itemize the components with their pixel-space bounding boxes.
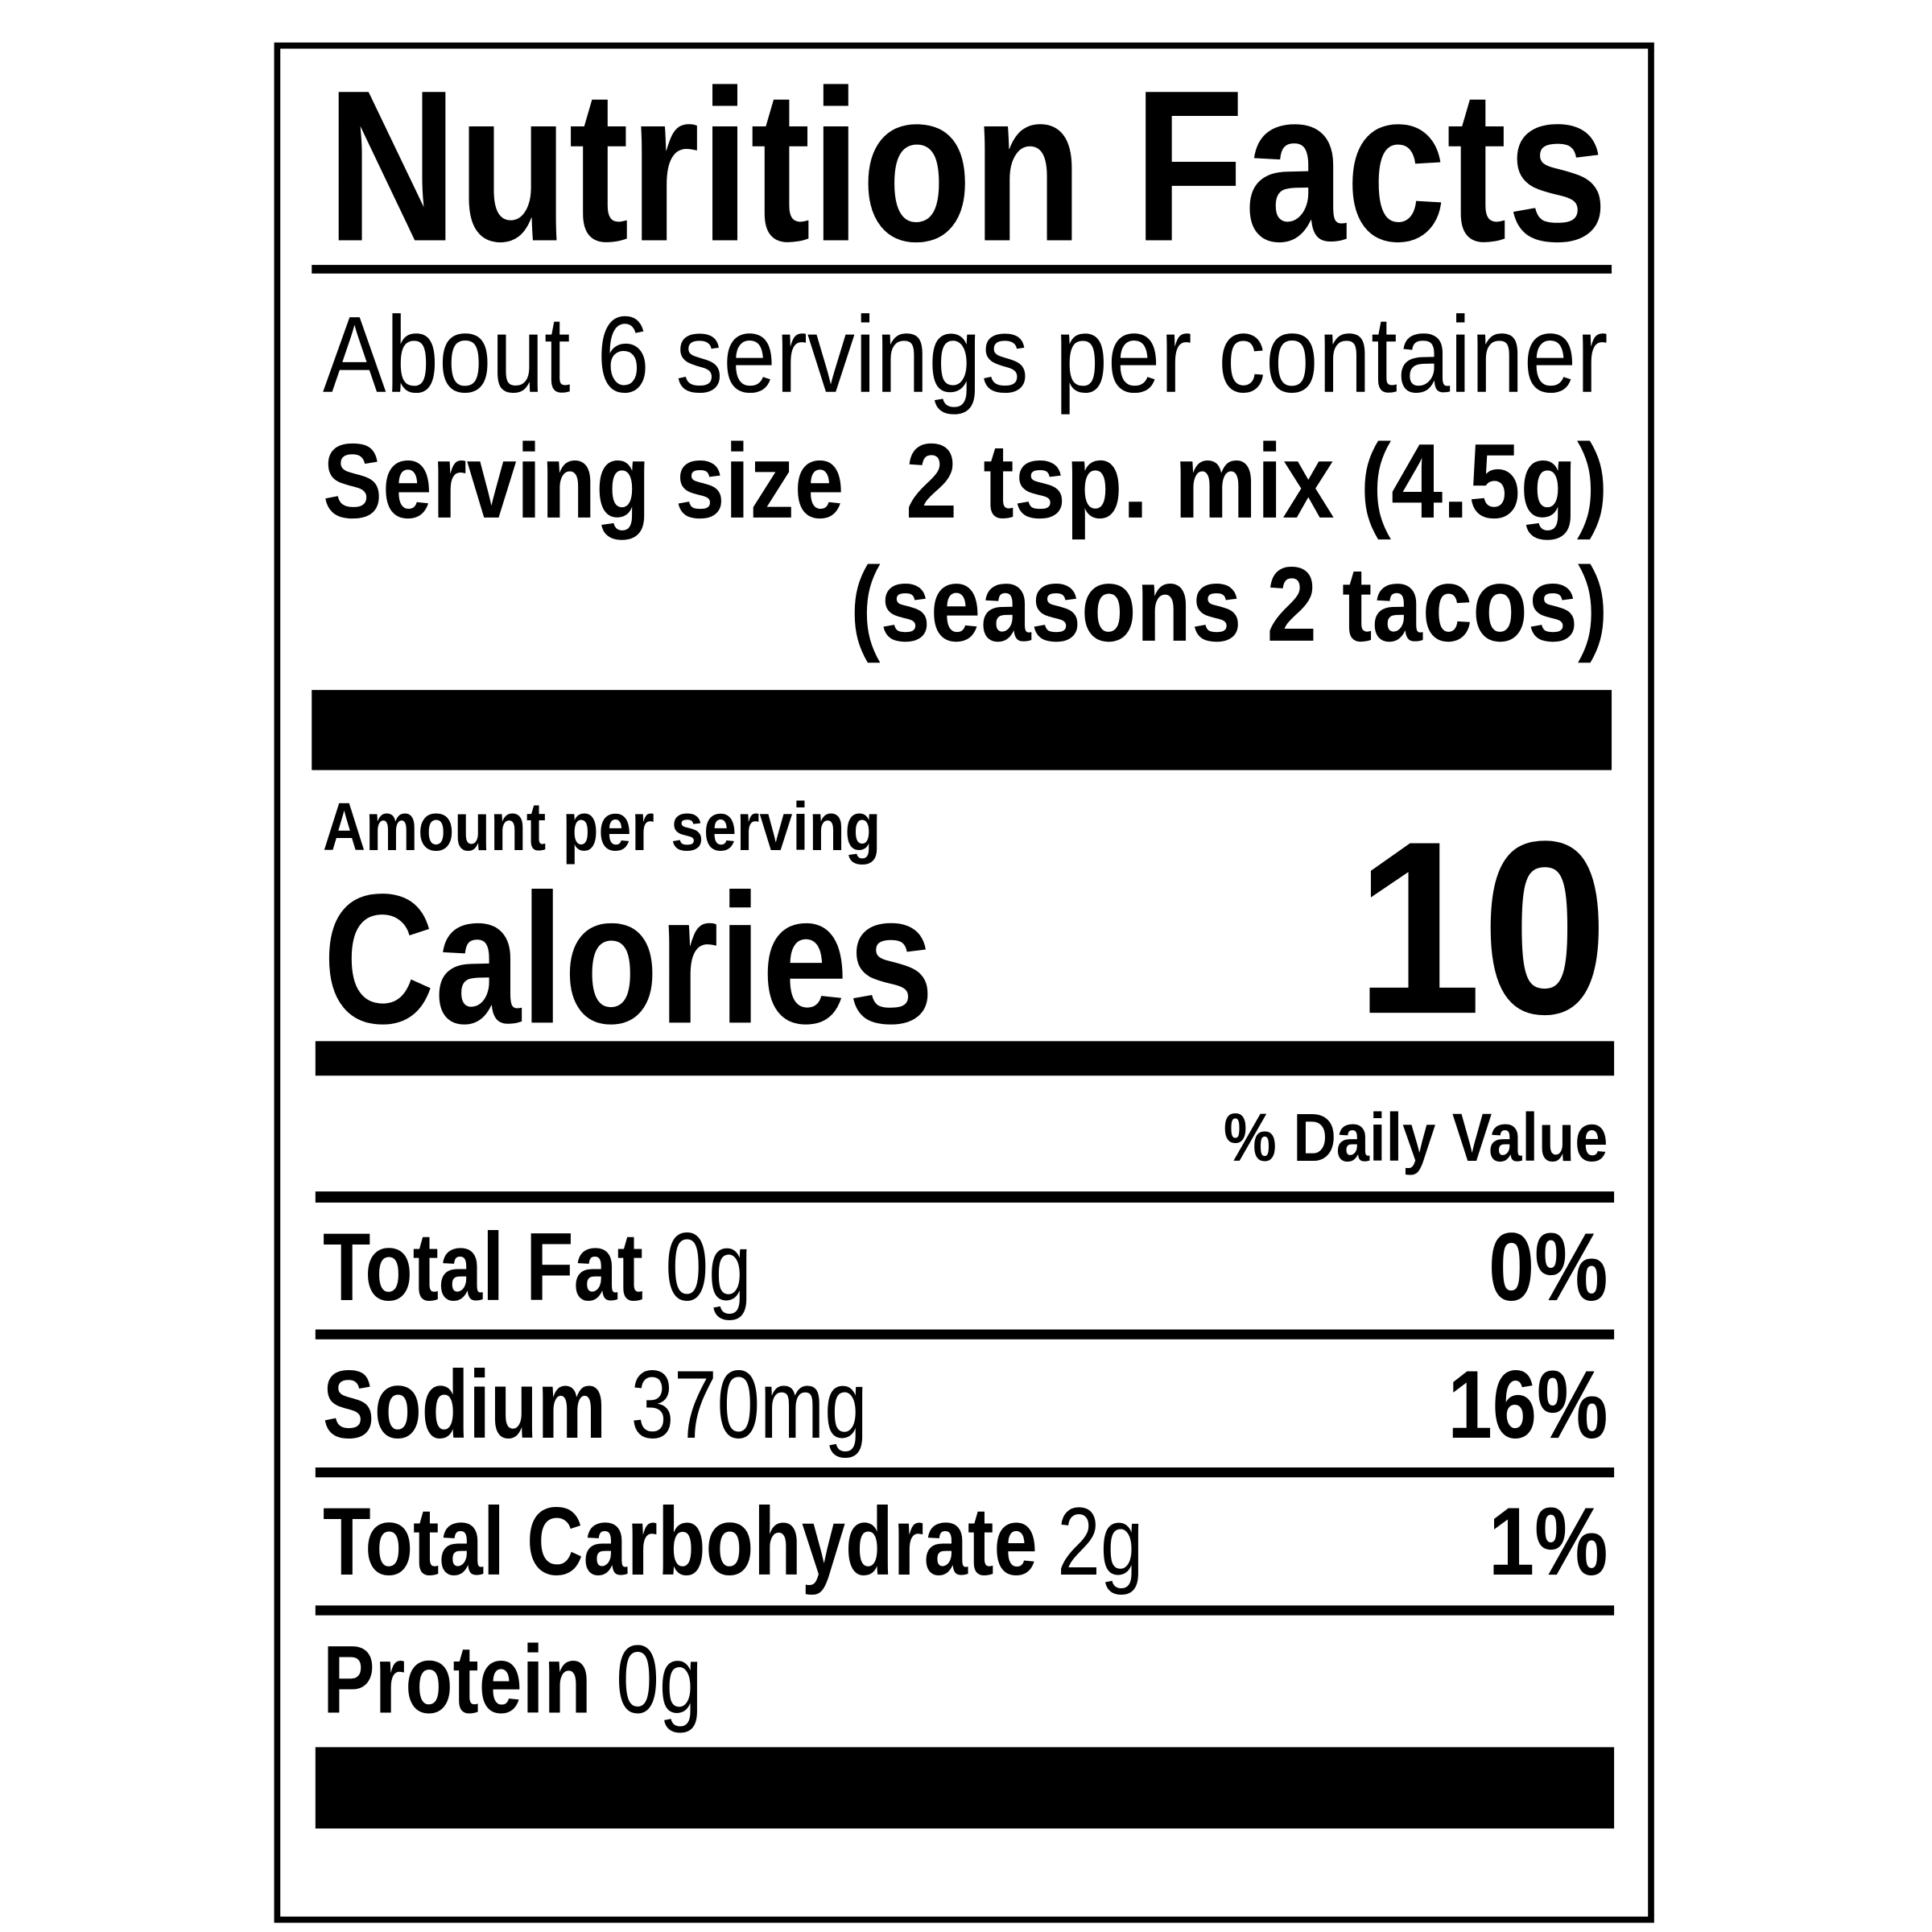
nutrient-dv: 16%: [1447, 1352, 1608, 1459]
divider: [312, 265, 1612, 274]
nutrient-amount: 2g: [1057, 1488, 1143, 1596]
daily-value-header: % Daily Value: [1224, 1100, 1608, 1175]
nutrient-amount: 0g: [616, 1627, 702, 1734]
nutrient-name: Total Carbohydrate: [323, 1488, 1038, 1596]
serving-size-value: 2 tsp. mix (4.5g): [906, 422, 1608, 540]
servings-per-container: About 6 servings per container: [323, 294, 1608, 415]
divider: [315, 1191, 1615, 1203]
label-title: Nutrition Facts: [327, 45, 1608, 286]
amount-per-serving: Amount per serving: [323, 789, 881, 865]
calories-value: 10: [1356, 790, 1608, 1065]
nutrient-name: Protein: [323, 1627, 592, 1734]
serving-size-label: Serving size: [323, 422, 844, 540]
serving-size-note: (seasons 2 tacos): [850, 545, 1608, 663]
nutrient-amount: 370mg: [631, 1352, 868, 1459]
divider: [315, 1605, 1615, 1616]
nutrient-name: Total Fat: [323, 1214, 643, 1321]
divider: [315, 1467, 1615, 1478]
thick-bar: [315, 1747, 1615, 1829]
nutrient-name: Sodium: [323, 1352, 606, 1459]
label-border: [274, 42, 1654, 1923]
nutrient-dv: 0%: [1488, 1214, 1608, 1321]
thick-bar: [312, 690, 1612, 770]
calories-label: Calories: [323, 855, 934, 1062]
medium-bar: [315, 1041, 1615, 1076]
nutrient-dv: 1%: [1488, 1488, 1608, 1596]
divider: [315, 1329, 1615, 1340]
nutrient-amount: 0g: [666, 1214, 752, 1321]
